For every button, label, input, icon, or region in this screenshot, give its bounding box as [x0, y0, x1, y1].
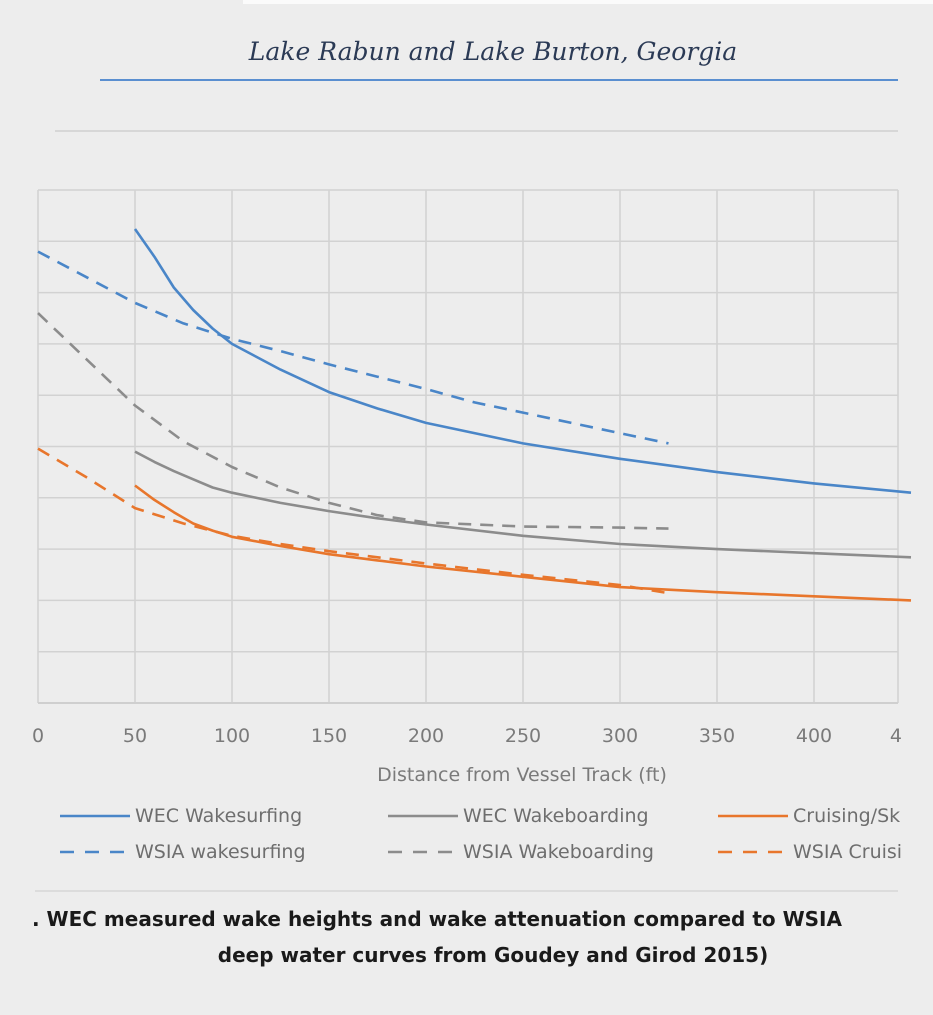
x-tick-label-9: 4 — [890, 725, 902, 747]
series-line-wsia-wakeboarding — [37, 312, 669, 530]
caption-line-1: . WEC measured wake heights and wake att… — [32, 907, 842, 931]
chart-title: Lake Rabun and Lake Burton, Georgia — [248, 37, 737, 66]
x-tick-label-7: 350 — [699, 725, 735, 747]
legend-label-4: WSIA Wakeboarding — [463, 841, 654, 863]
x-tick-label-3: 150 — [311, 725, 347, 747]
legend-label-0: WEC Wakesurfing — [135, 805, 302, 827]
x-tick-labels: 0 50 100 150 200 250 300 350 400 4 — [32, 725, 902, 747]
series-line-cruising-sk — [134, 484, 912, 602]
legend-label-3: WSIA wakesurfing — [135, 841, 306, 863]
legend-label-1: WEC Wakeboarding — [463, 805, 649, 827]
series-group — [37, 228, 912, 602]
legend-label-2: Cruising/Sk — [793, 805, 900, 827]
x-tick-label-2: 100 — [214, 725, 250, 747]
x-tick-label-6: 300 — [602, 725, 638, 747]
page-edge — [243, 0, 933, 4]
x-tick-label-5: 250 — [505, 725, 541, 747]
x-tick-label-8: 400 — [796, 725, 832, 747]
grid — [37, 189, 899, 704]
legend: WEC Wakesurfing WEC Wakeboarding Cruising/… — [60, 805, 902, 863]
x-tick-label-4: 200 — [408, 725, 444, 747]
series-line-wec-wakesurfing — [133, 228, 912, 494]
x-axis-label: Distance from Vessel Track (ft) — [377, 764, 667, 786]
legend-label-5: WSIA Cruisi — [793, 841, 902, 863]
series-line-wec-wakeboarding — [134, 450, 912, 559]
series-line-wsia-cruisi — [37, 447, 669, 595]
series-line-wsia-wakesurfing — [37, 250, 669, 445]
x-tick-label-1: 50 — [123, 725, 147, 747]
x-tick-label-0: 0 — [32, 725, 44, 747]
caption-line-2: deep water curves from Goudey and Girod … — [218, 943, 768, 967]
